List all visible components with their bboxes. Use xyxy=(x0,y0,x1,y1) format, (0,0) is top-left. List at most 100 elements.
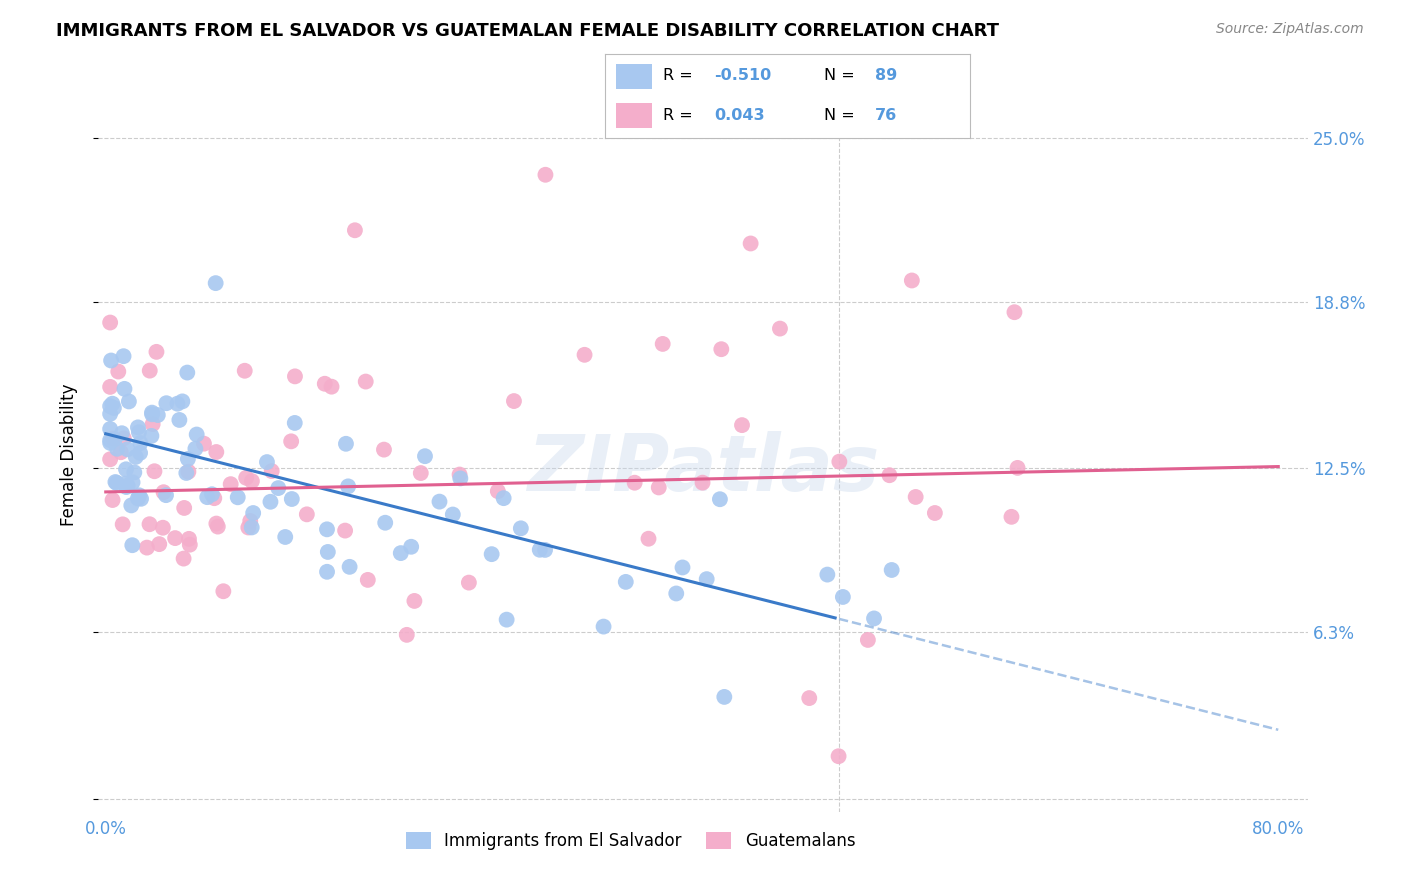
Point xyxy=(155,396,177,410)
Point xyxy=(145,344,167,359)
Point xyxy=(696,572,718,586)
Point xyxy=(142,417,165,431)
Point xyxy=(235,471,257,485)
Point xyxy=(242,506,264,520)
Point xyxy=(316,545,339,559)
Point xyxy=(205,445,228,459)
Point xyxy=(98,422,121,436)
Point xyxy=(284,369,307,384)
Point xyxy=(828,455,851,469)
Point xyxy=(121,538,143,552)
Point xyxy=(449,471,471,485)
Point xyxy=(863,611,886,625)
Point xyxy=(495,613,517,627)
Y-axis label: Female Disability: Female Disability xyxy=(59,384,77,526)
Point xyxy=(184,442,207,456)
Point xyxy=(614,574,637,589)
Point xyxy=(321,379,343,393)
Point xyxy=(117,478,139,492)
Point xyxy=(665,586,688,600)
Point xyxy=(924,506,946,520)
Point xyxy=(128,425,150,440)
Point xyxy=(260,464,283,478)
Point xyxy=(710,342,733,356)
Point xyxy=(110,445,132,459)
Point xyxy=(103,401,125,415)
Point xyxy=(413,449,436,463)
Point xyxy=(98,316,121,330)
Point xyxy=(101,397,124,411)
Point xyxy=(176,366,198,380)
Point xyxy=(280,434,302,449)
Point xyxy=(284,416,307,430)
Point xyxy=(457,575,479,590)
Point xyxy=(101,432,124,446)
Bar xyxy=(616,103,652,128)
Point xyxy=(648,480,671,494)
Point xyxy=(107,365,129,379)
Point xyxy=(141,407,163,421)
Point xyxy=(98,407,121,421)
Point xyxy=(129,491,152,506)
Point xyxy=(486,484,509,499)
Point xyxy=(1000,509,1022,524)
Point xyxy=(135,541,157,555)
Text: -0.510: -0.510 xyxy=(714,69,772,84)
Point xyxy=(177,465,200,479)
Point xyxy=(481,547,503,561)
Point xyxy=(441,508,464,522)
Point xyxy=(901,273,924,287)
Point xyxy=(333,524,356,538)
Point xyxy=(335,437,357,451)
Point xyxy=(799,691,821,706)
Point xyxy=(169,413,191,427)
Point xyxy=(152,521,174,535)
Point xyxy=(176,466,198,480)
Point xyxy=(202,491,225,506)
Point xyxy=(256,455,278,469)
Point xyxy=(339,559,361,574)
Text: Source: ZipAtlas.com: Source: ZipAtlas.com xyxy=(1216,22,1364,37)
Point xyxy=(316,565,339,579)
Point xyxy=(204,276,226,290)
Point xyxy=(212,584,235,599)
Point xyxy=(139,364,162,378)
Point xyxy=(740,236,762,251)
Point xyxy=(226,491,249,505)
Point xyxy=(399,540,422,554)
Bar xyxy=(616,63,652,89)
Point xyxy=(769,321,792,335)
Point xyxy=(295,508,318,522)
Point xyxy=(98,399,121,413)
Point xyxy=(1004,305,1026,319)
Point xyxy=(125,450,148,464)
Point xyxy=(193,436,215,450)
Point xyxy=(503,394,526,409)
Point xyxy=(904,490,927,504)
Point xyxy=(373,442,395,457)
Point xyxy=(186,427,208,442)
Point xyxy=(239,514,262,528)
Point xyxy=(404,594,426,608)
Point xyxy=(100,353,122,368)
Point xyxy=(152,485,174,500)
Point xyxy=(120,499,142,513)
Point xyxy=(240,474,263,488)
Point xyxy=(129,436,152,450)
Point xyxy=(281,491,304,506)
Point xyxy=(354,375,377,389)
Point xyxy=(101,493,124,508)
Point xyxy=(114,476,136,491)
Point xyxy=(127,420,149,434)
Text: R =: R = xyxy=(664,69,697,84)
Point xyxy=(179,538,201,552)
Point xyxy=(115,480,138,494)
Point xyxy=(856,632,879,647)
Point xyxy=(201,487,224,501)
Point xyxy=(112,349,135,363)
Point xyxy=(337,479,360,493)
Point xyxy=(118,394,141,409)
Point xyxy=(148,537,170,551)
Point xyxy=(141,429,163,443)
Point xyxy=(240,520,263,534)
